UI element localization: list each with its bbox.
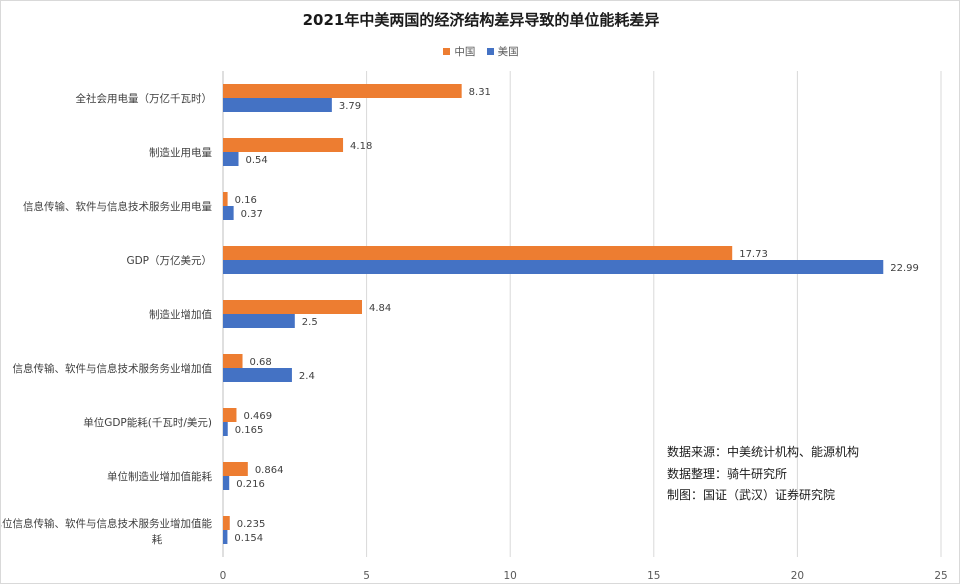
bar-china — [223, 408, 237, 422]
source-note-arrangement: 数据整理：骑牛研究所 — [667, 466, 788, 481]
source-note-maker: 制图：国证（武汉）证券研究院 — [667, 488, 836, 502]
data-label-usa: 3.79 — [339, 101, 361, 112]
bar-usa — [223, 422, 228, 436]
bar-usa — [223, 314, 295, 328]
x-tick-label: 20 — [791, 570, 804, 582]
data-label-usa: 0.54 — [246, 155, 268, 166]
data-label-china: 17.73 — [739, 249, 768, 260]
data-label-usa: 0.165 — [235, 425, 264, 436]
bar-usa — [223, 152, 239, 166]
category-label: 制造业用电量 — [149, 146, 212, 159]
legend-label-china: 中国 — [454, 46, 476, 58]
bar-china — [223, 246, 733, 260]
legend-item-china: 中国 — [443, 44, 475, 59]
bar-usa — [223, 530, 228, 544]
bar-china — [223, 192, 228, 206]
source-note: 数据来源：中美统计机构、能源机构 数据整理：骑牛研究所 制图：国证（武汉）证券研… — [667, 442, 859, 507]
data-label-usa: 0.154 — [234, 533, 263, 544]
legend-label-usa: 美国 — [497, 46, 519, 58]
bar-usa — [223, 260, 884, 274]
bar-china — [223, 516, 230, 530]
bar-usa — [223, 98, 332, 112]
x-tick-label: 5 — [363, 570, 370, 582]
category-label: 信息传输、软件与信息技术服务务业增加值 — [13, 362, 213, 375]
bar-china — [223, 84, 462, 98]
chart-title: 2021年中美两国的经济结构差异导致的单位能耗差异 — [302, 11, 660, 29]
category-label: 全社会用电量（万亿千瓦时） — [76, 92, 213, 105]
bar-china — [223, 462, 248, 476]
bar-usa — [223, 368, 292, 382]
legend-swatch-usa — [486, 48, 494, 55]
data-label-china: 0.16 — [235, 195, 257, 206]
category-label: 单位制造业增加值能耗 — [107, 470, 212, 483]
x-tick-label: 15 — [647, 570, 660, 582]
category-label: 单位信息传输、软件与信息技术服务业增加值能耗 — [1, 517, 212, 546]
data-label-china: 0.68 — [250, 357, 272, 368]
x-tick-label: 0 — [220, 570, 227, 582]
data-label-usa: 0.216 — [236, 479, 265, 490]
x-tick-label: 10 — [504, 570, 517, 582]
legend: 中国 美国 — [1, 44, 960, 59]
legend-swatch-china — [443, 48, 451, 55]
x-tick-label: 25 — [934, 570, 947, 582]
category-label: GDP（万亿美元） — [126, 254, 212, 267]
data-label-usa: 22.99 — [890, 263, 919, 274]
bar-china — [223, 138, 344, 152]
bar-usa — [223, 206, 234, 220]
data-label-china: 0.235 — [237, 519, 266, 530]
data-label-usa: 2.4 — [299, 371, 315, 382]
legend-item-usa: 美国 — [486, 44, 519, 59]
data-label-china: 4.84 — [369, 303, 391, 314]
data-label-china: 8.31 — [469, 87, 491, 98]
data-label-china: 4.18 — [350, 141, 372, 152]
source-note-data-source: 数据来源：中美统计机构、能源机构 — [667, 445, 860, 459]
bar-china — [223, 354, 243, 368]
data-label-china: 0.469 — [243, 411, 272, 422]
bar-usa — [223, 476, 230, 490]
category-label: 单位GDP能耗(千瓦时/美元) — [83, 416, 212, 429]
bar-china — [223, 300, 363, 314]
category-label: 信息传输、软件与信息技术服务业用电量 — [23, 200, 212, 213]
data-label-china: 0.864 — [255, 465, 284, 476]
category-label: 制造业增加值 — [149, 308, 212, 321]
data-label-usa: 2.5 — [302, 317, 318, 328]
data-label-usa: 0.37 — [241, 209, 263, 220]
